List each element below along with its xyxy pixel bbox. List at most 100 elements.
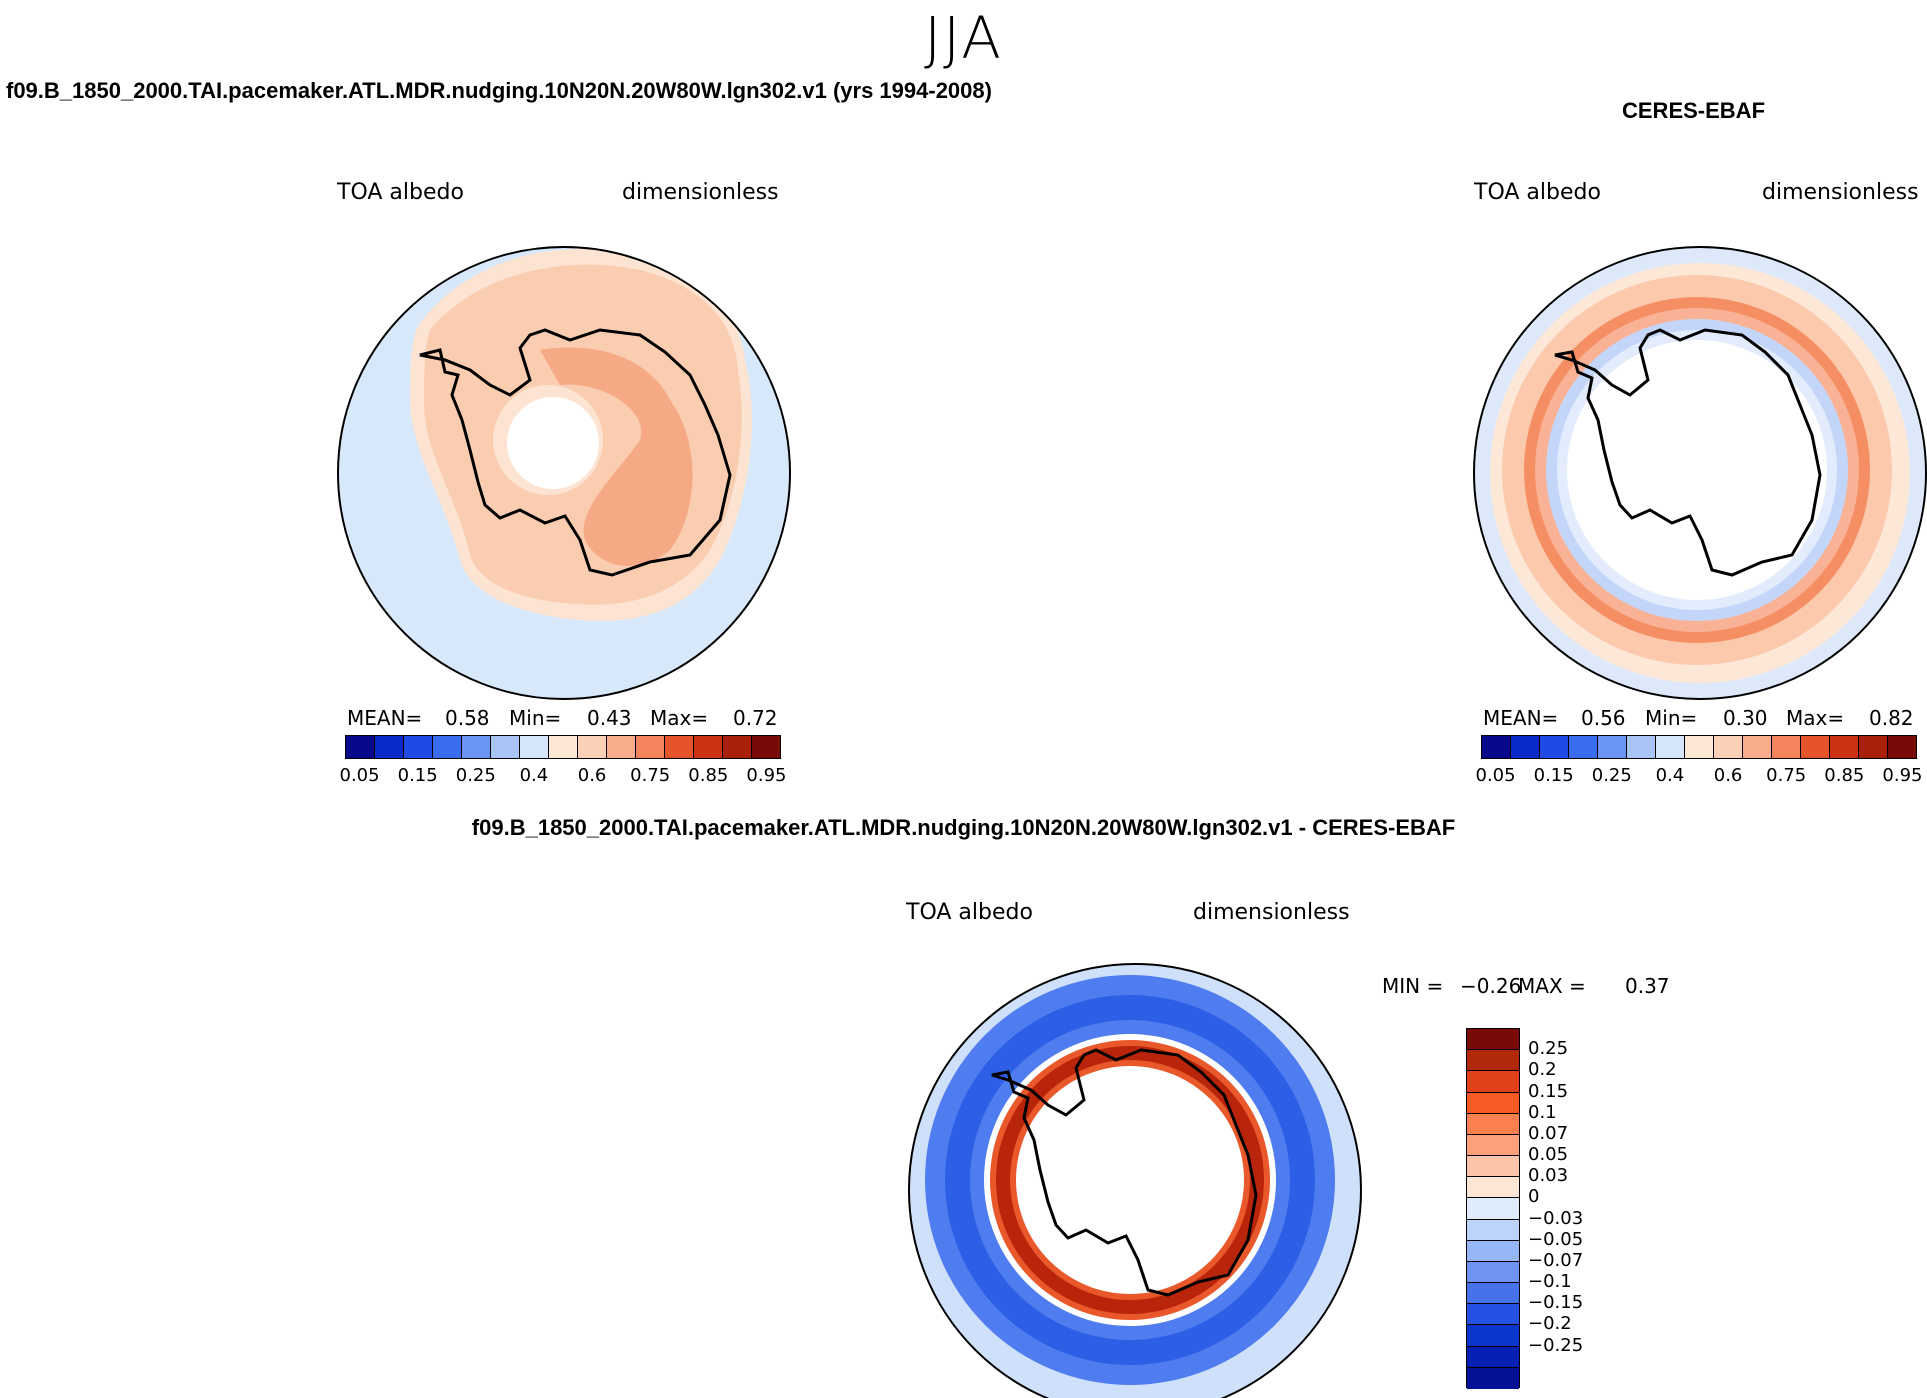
- model-pole-hole: [507, 397, 599, 489]
- colorbar-tick-label: −0.05: [1528, 1228, 1584, 1250]
- obs-mean-value: 0.56: [1581, 706, 1626, 730]
- colorbar-tick-label: −0.15: [1528, 1292, 1584, 1314]
- diff-antarctica-outline: [991, 1048, 1258, 1297]
- colorbar-swatch: [636, 736, 665, 758]
- colorbar-tick-label: −0.07: [1528, 1249, 1584, 1271]
- diff-max-value: 0.37: [1625, 974, 1670, 998]
- colorbar-tick-label: 0.03: [1528, 1165, 1569, 1187]
- colorbar-swatch: [549, 736, 578, 758]
- model-colorbar: [345, 735, 781, 759]
- obs-min-value: 0.30: [1723, 706, 1768, 730]
- colorbar-swatch: [1467, 1261, 1519, 1284]
- colorbar-swatch: [1772, 736, 1801, 758]
- colorbar-swatch: [520, 736, 549, 758]
- obs-mean-label: MEAN=: [1483, 706, 1559, 730]
- colorbar-swatch: [1859, 736, 1888, 758]
- model-mean-value: 0.58: [445, 706, 490, 730]
- colorbar-tick-label: 0.6: [577, 765, 607, 786]
- colorbar-tick-label: 0.15: [397, 765, 438, 786]
- obs-max-value: 0.82: [1869, 706, 1914, 730]
- obs-min-label: Min=: [1645, 706, 1698, 730]
- obs-map-border: [1473, 246, 1927, 700]
- colorbar-tick-label: 0.95: [746, 765, 787, 786]
- colorbar-swatch: [1801, 736, 1830, 758]
- colorbar-swatch: [1467, 1134, 1519, 1157]
- colorbar-swatch: [375, 736, 404, 758]
- model-antarctica-outline: [419, 328, 732, 577]
- colorbar-swatch: [1467, 1198, 1519, 1220]
- colorbar-swatch: [1511, 736, 1540, 758]
- colorbar-tick-label: 0.05: [339, 765, 380, 786]
- colorbar-swatch: [1467, 1367, 1519, 1389]
- model-units-label: dimensionless: [622, 180, 779, 205]
- colorbar-swatch: [1467, 1177, 1519, 1199]
- colorbar-tick-label: −0.03: [1528, 1207, 1584, 1229]
- colorbar-tick-label: −0.2: [1528, 1313, 1572, 1335]
- colorbar-swatch: [1685, 736, 1714, 758]
- colorbar-tick-label: 0.6: [1713, 765, 1743, 786]
- colorbar-swatch: [1467, 1050, 1519, 1072]
- colorbar-tick-label: 0.4: [1655, 765, 1685, 786]
- model-min-label: Min=: [509, 706, 562, 730]
- colorbar-swatch: [1467, 1240, 1519, 1262]
- colorbar-tick-label: 0.25: [1528, 1038, 1569, 1060]
- diff-min-value: −0.26: [1460, 974, 1522, 998]
- colorbar-swatch: [491, 736, 520, 758]
- colorbar-tick-label: 0.25: [455, 765, 496, 786]
- colorbar-tick-label: −0.25: [1528, 1334, 1584, 1356]
- colorbar-tick-label: 0.95: [1882, 765, 1923, 786]
- colorbar-tick-label: 0.25: [1591, 765, 1632, 786]
- model-mean-label: MEAN=: [347, 706, 423, 730]
- model-panel-title: f09.B_1850_2000.TAI.pacemaker.ATL.MDR.nu…: [6, 78, 992, 103]
- diff-map-border: [908, 963, 1362, 1398]
- diff-panel-title: f09.B_1850_2000.TAI.pacemaker.ATL.MDR.nu…: [471, 815, 1456, 840]
- colorbar-tick-label: 0.85: [688, 765, 729, 786]
- colorbar-tick-label: 0.15: [1533, 765, 1574, 786]
- obs-panel-title: CERES-EBAF: [1622, 98, 1766, 123]
- colorbar-swatch: [1467, 1325, 1519, 1347]
- colorbar-swatch: [1467, 1092, 1519, 1114]
- colorbar-swatch: [1830, 736, 1859, 758]
- diff-units-label: dimensionless: [1193, 900, 1350, 925]
- model-albedo-peak: [540, 347, 693, 567]
- obs-units-label: dimensionless: [1762, 180, 1919, 205]
- obs-colorbar: [1481, 735, 1917, 759]
- colorbar-tick-label: 0.75: [630, 765, 671, 786]
- diff-variable-label: TOA albedo: [906, 900, 1033, 925]
- colorbar-swatch: [752, 736, 780, 758]
- colorbar-swatch: [1467, 1029, 1519, 1051]
- model-max-value: 0.72: [733, 706, 778, 730]
- model-map-border: [337, 246, 791, 700]
- colorbar-tick-label: 0: [1528, 1186, 1540, 1208]
- colorbar-swatch: [462, 736, 491, 758]
- model-min-value: 0.43: [587, 706, 632, 730]
- colorbar-swatch: [404, 736, 433, 758]
- colorbar-tick-label: 0.2: [1528, 1059, 1557, 1081]
- obs-variable-label: TOA albedo: [1474, 180, 1601, 205]
- colorbar-tick-label: 0.05: [1528, 1144, 1569, 1166]
- colorbar-swatch: [694, 736, 723, 758]
- colorbar-tick-label: 0.15: [1528, 1080, 1569, 1102]
- diff-colorbar: [1466, 1028, 1520, 1389]
- colorbar-swatch: [433, 736, 462, 758]
- colorbar-swatch: [1743, 736, 1772, 758]
- colorbar-swatch: [1467, 1219, 1519, 1241]
- diff-min-label: MIN =: [1382, 974, 1444, 998]
- colorbar-swatch: [1467, 1113, 1519, 1135]
- model-max-label: Max=: [650, 706, 709, 730]
- colorbar-swatch: [665, 736, 694, 758]
- colorbar-swatch: [346, 736, 375, 758]
- colorbar-swatch: [1467, 1071, 1519, 1093]
- obs-max-label: Max=: [1786, 706, 1845, 730]
- colorbar-swatch: [723, 736, 752, 758]
- colorbar-swatch: [1467, 1304, 1519, 1326]
- colorbar-tick-label: 0.85: [1824, 765, 1865, 786]
- diff-max-label: MAX =: [1518, 974, 1586, 998]
- colorbar-swatch: [1598, 736, 1627, 758]
- colorbar-swatch: [1467, 1346, 1519, 1368]
- colorbar-swatch: [1627, 736, 1656, 758]
- colorbar-swatch: [1714, 736, 1743, 758]
